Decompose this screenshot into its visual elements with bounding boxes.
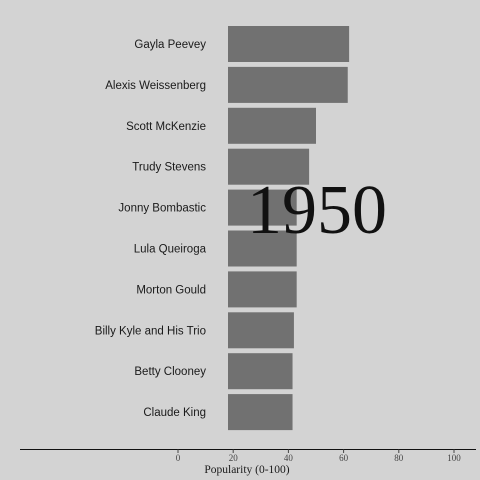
category-label: Alexis Weissenberg <box>105 80 206 92</box>
x-tick-label: 40 <box>284 453 294 463</box>
category-label: Claude King <box>143 407 206 419</box>
bar-betty-clooney <box>228 353 293 390</box>
bar-gayla-peevey <box>228 26 350 62</box>
bar-morton-gould <box>228 271 297 308</box>
year-label: 1950 <box>247 172 387 249</box>
bar-billy-kyle-and-his-trio <box>228 312 294 349</box>
category-label: Trudy Stevens <box>132 162 206 174</box>
x-tick-label: 80 <box>394 453 404 463</box>
x-axis-title: Popularity (0-100) <box>204 464 289 476</box>
category-label: Betty Clooney <box>134 366 206 378</box>
bar-alexis-weissenberg <box>228 66 348 103</box>
bar-trudy-stevens <box>228 148 310 185</box>
category-label: Jonny Bombastic <box>118 203 206 215</box>
x-axis-ticks: 0 20 40 60 80 100 <box>176 449 461 463</box>
category-label: Scott McKenzie <box>126 121 206 133</box>
bars-group <box>228 26 350 431</box>
category-label: Morton Gould <box>136 284 206 296</box>
x-tick-label: 20 <box>229 453 239 463</box>
x-tick-label: 0 <box>176 453 181 463</box>
x-tick-label: 60 <box>339 453 349 463</box>
category-labels: Gayla Peevey Alexis Weissenberg Scott McKe… <box>95 39 207 419</box>
bar-lula-queiroga <box>228 230 297 267</box>
x-tick-label: 100 <box>447 453 461 463</box>
bar-jonny-bombastic <box>228 189 297 226</box>
bar-scott-mckenzie <box>228 107 316 144</box>
category-label: Lula Queiroga <box>134 244 207 256</box>
category-label: Gayla Peevey <box>134 39 206 51</box>
category-label: Billy Kyle and His Trio <box>95 325 206 337</box>
bar-claude-king <box>228 394 293 431</box>
